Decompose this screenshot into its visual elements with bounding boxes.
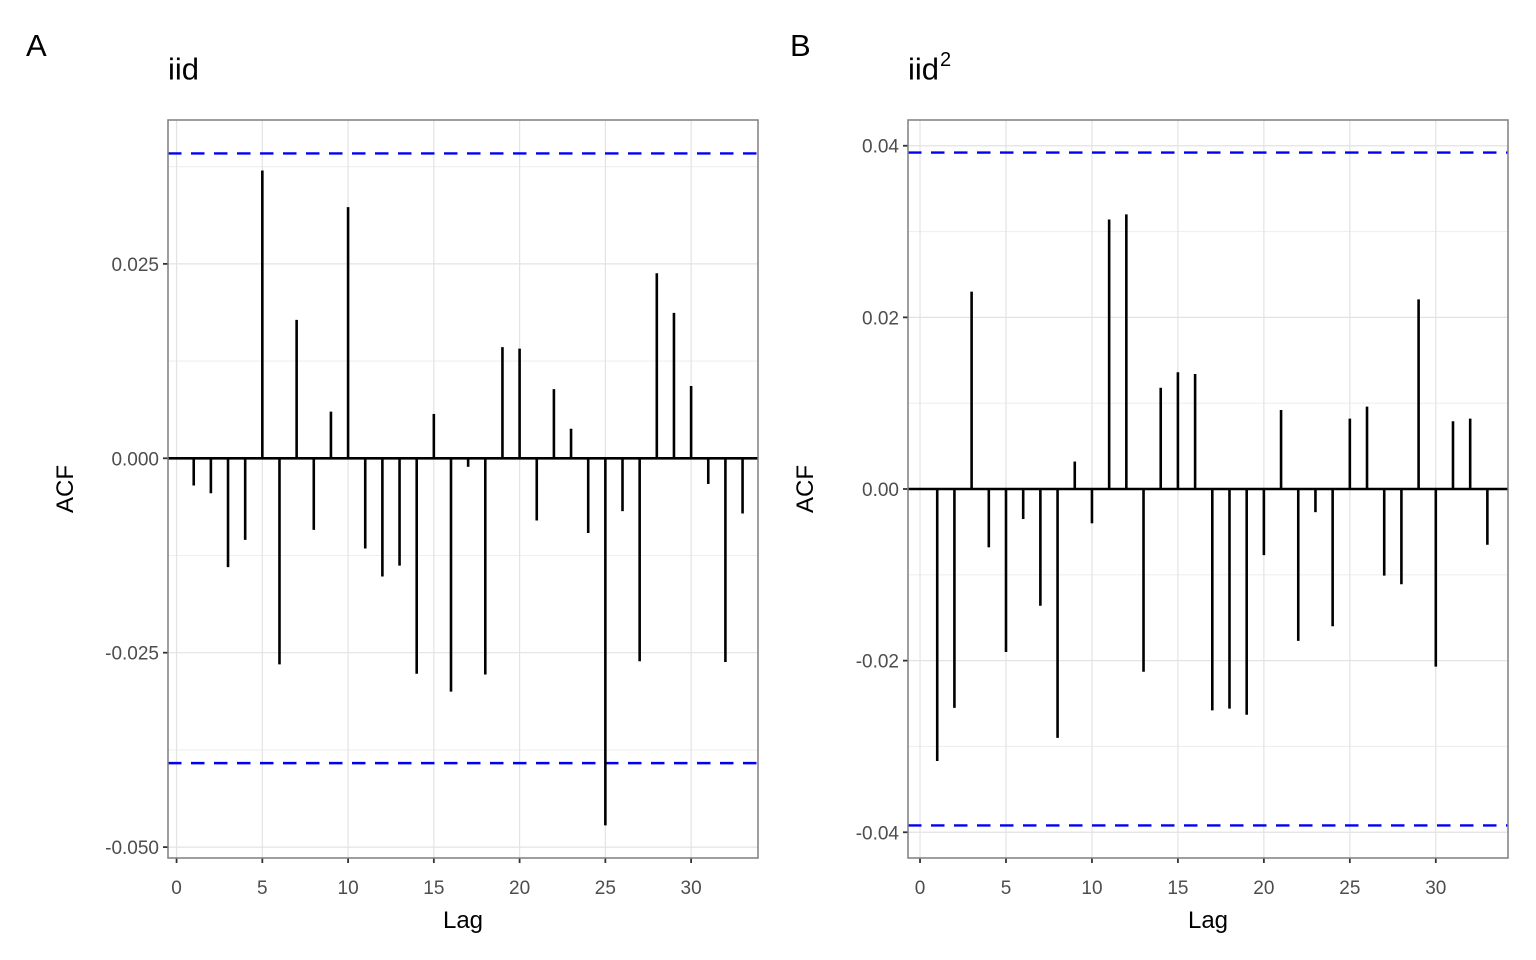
x-axis-title-b: Lag — [1187, 907, 1229, 934]
panel-title-b: iid2 — [908, 49, 952, 87]
x-tick-label: 30 — [1425, 878, 1446, 899]
x-tick-label: 15 — [423, 878, 444, 899]
x-tick-label: 20 — [1253, 878, 1274, 899]
y-tick-label: 0.000 — [111, 449, 159, 470]
panel-title-a: iid — [168, 52, 199, 84]
x-tick-label: 25 — [595, 878, 616, 899]
panel-label-b: B — [790, 28, 811, 63]
x-tick-label: 10 — [338, 878, 359, 899]
x-tick-label: 30 — [681, 878, 702, 899]
y-tick-label: -0.050 — [105, 838, 159, 859]
panel-title-b-superscript: 2 — [940, 49, 952, 71]
x-tick-label: 25 — [1339, 878, 1360, 899]
x-tick-label: 0 — [915, 878, 926, 899]
y-tick-label: 0.04 — [862, 137, 899, 158]
y-tick-label: -0.04 — [856, 823, 900, 844]
y-tick-label: -0.025 — [105, 644, 159, 665]
y-tick-label: 0.025 — [111, 255, 159, 276]
panel-title-a-text: iid — [168, 51, 200, 87]
panel-title-b-text: iid — [908, 51, 940, 87]
y-tick-label: -0.02 — [856, 652, 899, 673]
x-tick-label: 20 — [509, 878, 530, 899]
y-tick-label: 0.02 — [862, 308, 899, 329]
x-tick-label: 0 — [171, 878, 182, 899]
x-tick-label: 5 — [1001, 878, 1012, 899]
panel-border — [907, 119, 1509, 859]
x-tick-label: 5 — [257, 878, 268, 899]
x-tick-label: 10 — [1081, 878, 1102, 899]
y-tick-label: 0.00 — [862, 480, 899, 501]
panel-label-a: A — [26, 28, 47, 63]
x-axis-title-a: Lag — [442, 907, 484, 934]
x-tick-label: 15 — [1167, 878, 1188, 899]
panel-border — [167, 119, 759, 859]
